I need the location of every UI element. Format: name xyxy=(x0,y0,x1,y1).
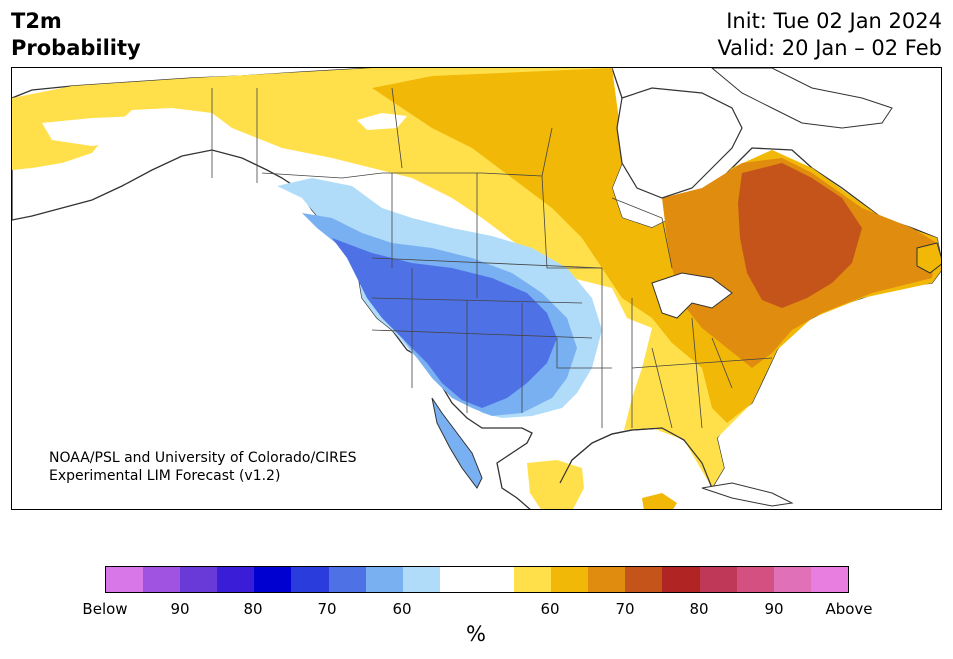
colorbar-tick-label: 80 xyxy=(689,600,709,618)
region-above-70 xyxy=(372,68,941,423)
map-title: T2m Probability xyxy=(11,8,141,62)
colorbar-segment xyxy=(476,567,515,592)
colorbar-segment xyxy=(402,567,440,592)
colorbar-segment xyxy=(662,567,700,592)
colorbar-tick-label: 90 xyxy=(764,600,784,618)
cuba xyxy=(701,482,794,507)
init-date: Init: Tue 02 Jan 2024 xyxy=(726,9,942,33)
title-line-2: Probability xyxy=(11,36,141,60)
credit-line-2: Experimental LIM Forecast (v1.2) xyxy=(49,468,281,484)
forecast-dates: Init: Tue 02 Jan 2024 Valid: 20 Jan – 02… xyxy=(717,8,942,62)
baja-california xyxy=(431,397,483,489)
region-mexico-above xyxy=(527,460,584,509)
colorbar-segment xyxy=(514,567,552,592)
title-line-1: T2m xyxy=(11,9,62,33)
colorbar-segment xyxy=(217,567,255,592)
colorbar-tick-label: Below xyxy=(82,600,128,618)
colorbar-tick-label: Above xyxy=(825,600,873,618)
map-canvas xyxy=(12,68,941,509)
colorbar-segment xyxy=(106,567,144,592)
canada-snow xyxy=(357,113,407,130)
colorbar-segment xyxy=(143,567,181,592)
colorbar-tick-label: 60 xyxy=(540,600,560,618)
probability-map xyxy=(11,67,942,510)
colorbar-segment xyxy=(328,567,366,592)
colorbar-segment xyxy=(699,567,737,592)
region-below-80 xyxy=(332,238,557,408)
colorbar-segment xyxy=(291,567,329,592)
colorbar-segment xyxy=(810,567,848,592)
colorbar-tick-label: 60 xyxy=(392,600,412,618)
political-borders xyxy=(211,87,773,429)
colorbar-tick-label: 80 xyxy=(243,600,263,618)
colorbar-segment xyxy=(773,567,811,592)
colorbar-tick-label: 70 xyxy=(615,600,635,618)
colorbar-segment xyxy=(180,567,218,592)
region-above-90 xyxy=(738,163,862,308)
colorbar-tick-label: 70 xyxy=(317,600,337,618)
arctic-channel xyxy=(711,68,893,129)
colorbar-segment xyxy=(254,567,292,592)
colorbar-segment xyxy=(625,567,663,592)
colorbar xyxy=(105,566,849,593)
colorbar-segment xyxy=(588,567,626,592)
colorbar-unit: % xyxy=(466,622,486,646)
colorbar-segment xyxy=(365,567,403,592)
gulf-coast xyxy=(559,427,713,489)
great-lakes xyxy=(651,272,733,319)
colorbar-tick-label: 90 xyxy=(170,600,190,618)
colorbar-segment xyxy=(551,567,589,592)
valid-period: Valid: 20 Jan – 02 Feb xyxy=(717,36,942,60)
hudson-bay xyxy=(616,87,743,199)
credit-line-1: NOAA/PSL and University of Colorado/CIRE… xyxy=(49,450,357,466)
alaska-snow xyxy=(42,116,177,146)
newfoundland xyxy=(916,242,941,274)
colorbar-segment xyxy=(439,567,477,592)
region-mexico-gold xyxy=(642,493,677,509)
colorbar-segment xyxy=(736,567,774,592)
forecast-credit: NOAA/PSL and University of Colorado/CIRE… xyxy=(49,449,357,485)
